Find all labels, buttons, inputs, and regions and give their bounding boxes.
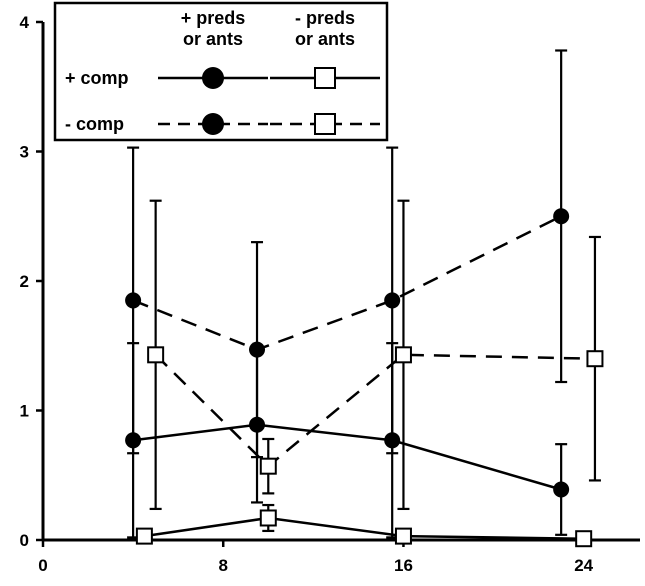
legend-marker [202, 67, 224, 89]
data-point [125, 292, 142, 309]
data-point [249, 341, 266, 358]
data-point [394, 346, 412, 364]
legend-column-header: or ants [183, 29, 243, 49]
legend-column-header: - preds [295, 8, 355, 28]
data-point [586, 350, 604, 368]
series-line [144, 516, 584, 540]
data-point [249, 416, 266, 433]
series-line [132, 423, 562, 491]
data-point [575, 530, 593, 548]
data-point [394, 527, 412, 545]
y-tick-label: 4 [20, 13, 30, 32]
x-tick-label: 0 [38, 556, 47, 575]
y-tick-label: 1 [20, 402, 29, 421]
legend-row-label: - comp [65, 114, 124, 134]
axes: 0 1 2 3 4 0 8 16 24 [20, 13, 640, 575]
y-tick-label: 0 [20, 531, 29, 550]
data-point [125, 432, 142, 449]
data-point [259, 457, 277, 475]
legend-column-header: or ants [295, 29, 355, 49]
data-point [384, 292, 401, 309]
data-point [259, 509, 277, 527]
series-line [132, 215, 562, 351]
legend-row-label: + comp [65, 68, 129, 88]
legend-marker [314, 67, 336, 89]
data-point [553, 208, 570, 225]
legend-marker [314, 113, 336, 135]
data-point [384, 432, 401, 449]
x-tick-label: 16 [394, 556, 413, 575]
y-tick-label: 2 [20, 272, 29, 291]
data-point [135, 527, 153, 545]
series-markers [125, 208, 604, 548]
x-tick-label: 8 [218, 556, 227, 575]
y-tick-label: 3 [20, 143, 29, 162]
series-line [154, 353, 595, 468]
x-tick-label: 24 [574, 556, 593, 575]
data-point [553, 481, 570, 498]
legend-column-header: + preds [181, 8, 246, 28]
series-lines [132, 215, 595, 540]
legend-marker [202, 113, 224, 135]
data-point [147, 346, 165, 364]
